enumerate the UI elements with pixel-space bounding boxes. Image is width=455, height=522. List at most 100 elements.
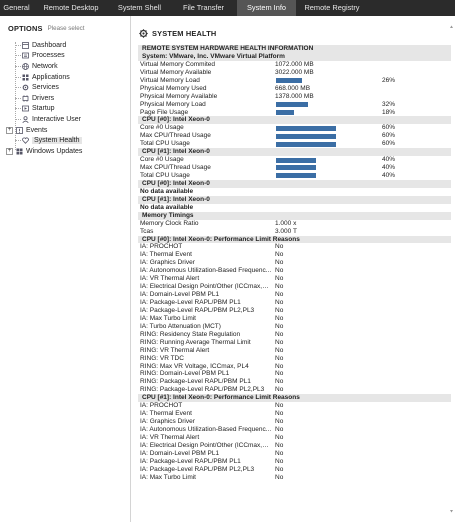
tab-file-transfer[interactable]: File Transfer — [182, 3, 225, 12]
row-label: Virtual Memory Load — [140, 76, 200, 84]
table-row: IA: Autonomous Utilization-Based Frequen… — [138, 267, 451, 275]
table-row: IA: Autonomous Utilization-Based Frequen… — [138, 426, 451, 434]
windows-updates-icon — [16, 148, 23, 155]
expand-icon[interactable]: + — [6, 147, 13, 155]
table-row: RING: Domain-Level PBM PL1 No — [138, 370, 451, 378]
sidebar-item-system-health[interactable]: System Health — [0, 135, 130, 146]
row-label: Virtual Memory Available — [140, 68, 212, 76]
sidebar-item-label: Events — [26, 126, 48, 134]
row-label: IA: VR Thermal Alert — [140, 433, 200, 441]
sidebar-hint: Please select — [47, 24, 85, 32]
sidebar-item-interactive-user[interactable]: Interactive User — [0, 114, 130, 125]
row-value: No — [275, 370, 284, 378]
vertical-scrollbar[interactable] — [449, 24, 454, 514]
row-value: No — [275, 251, 284, 259]
table-row: Virtual Memory Load 26% — [138, 77, 451, 85]
row-value: No — [275, 322, 284, 330]
table-row: Physical Memory Load 32% — [138, 101, 451, 109]
usage-percent: 26% — [382, 76, 396, 84]
sidebar-item-windows-updates[interactable]: + Windows Updates — [0, 146, 130, 157]
table-row: IA: PROCHOT No — [138, 243, 451, 251]
row-value: 1.000 x — [275, 219, 297, 227]
sidebar-item-label: Applications — [32, 73, 70, 81]
sidebar-item-events[interactable]: + Events — [0, 125, 130, 136]
row-label: Core #0 Usage — [140, 124, 184, 132]
row-label: IA: Max Turbo Limit — [140, 473, 196, 481]
tab-remote-desktop[interactable]: Remote Desktop — [43, 3, 99, 12]
heart-icon — [22, 137, 29, 145]
usage-percent: 40% — [382, 164, 396, 172]
row-value: No — [275, 306, 284, 314]
section-header-row: CPU [#1]: Intel Xeon-0 — [138, 195, 451, 204]
table-row: RING: VR Thermal Alert No — [138, 347, 451, 355]
table-row: RING: Residency State Regulation No — [138, 331, 451, 339]
sidebar-item-drivers[interactable]: Drivers — [0, 93, 130, 104]
row-value: 3022.000 MB — [275, 68, 314, 76]
row-label: Physical Memory Load — [140, 100, 206, 108]
table-row: IA: Electrical Design Point/Other (ICCma… — [138, 442, 451, 450]
drivers-icon — [22, 95, 29, 102]
sidebar-item-startup[interactable]: Startup — [0, 104, 130, 115]
table-row: Physical Memory Available 1378.000 MB — [138, 93, 451, 101]
section-header-row: CPU [#0]: Intel Xeon-0: Performance Limi… — [138, 235, 451, 244]
row-label: IA: PROCHOT — [140, 402, 183, 410]
row-label: RING: Package-Level RAPL/PBM PL2,PL3 — [140, 386, 265, 394]
usage-percent: 40% — [382, 156, 396, 164]
section-header-row: CPU [#0]: Intel Xeon-0 — [138, 116, 451, 125]
dashboard-icon — [22, 41, 29, 49]
sidebar-item-services[interactable]: Services — [0, 82, 130, 93]
usage-percent: 60% — [382, 140, 396, 148]
row-label: Memory Clock Ratio — [140, 219, 199, 227]
sidebar-item-applications[interactable]: Applications — [0, 72, 130, 83]
tab-general[interactable]: General — [3, 3, 30, 12]
section-header-row: CPU [#1]: Intel Xeon-0 — [138, 148, 451, 157]
sidebar-item-label: Dashboard — [32, 41, 67, 49]
sidebar-item-label: Interactive User — [32, 115, 82, 123]
table-row: IA: VR Thermal Alert No — [138, 275, 451, 283]
expand-icon[interactable]: + — [6, 126, 13, 134]
tree-connector — [15, 108, 21, 110]
row-value: 1378.000 MB — [275, 92, 314, 100]
row-label: IA: Package-Level RAPL/PBM PL2,PL3 — [140, 306, 255, 314]
sidebar-item-processes[interactable]: Processes — [0, 51, 130, 62]
row-label: Physical Memory Available — [140, 92, 218, 100]
usage-bar — [276, 101, 308, 107]
row-value: No — [275, 283, 284, 291]
row-value: No — [275, 314, 284, 322]
row-label: Total CPU Usage — [140, 140, 190, 148]
row-label: Total CPU Usage — [140, 172, 190, 179]
table-row: No data available — [138, 188, 451, 196]
row-label: Tcas — [140, 227, 154, 235]
tab-system-shell[interactable]: System Shell — [117, 3, 162, 12]
table-row: IA: Electrical Design Point/Other (ICCma… — [138, 283, 451, 291]
row-value: 1072.000 MB — [275, 60, 314, 68]
row-label: IA: Domain-Level PBM PL1 — [140, 449, 220, 457]
table-row: RING: Package-Level RAPL/PBM PL1 No — [138, 378, 451, 386]
tab-system-info[interactable]: System Info — [237, 0, 296, 16]
row-label: IA: Thermal Event — [140, 410, 192, 418]
sidebar-item-label: Startup — [32, 105, 55, 113]
table-row: IA: Graphics Driver No — [138, 418, 451, 426]
section-header-row: Memory Timings — [138, 211, 451, 220]
row-value: No — [275, 338, 284, 346]
events-icon — [16, 126, 23, 134]
sidebar-header: OPTIONS Please select — [0, 16, 130, 40]
row-label: RING: VR TDC — [140, 354, 184, 362]
row-label: Core #0 Usage — [140, 156, 184, 164]
table-row: IA: Domain-Level PBM PL1 No — [138, 450, 451, 458]
table-row: Core #0 Usage 40% — [138, 156, 451, 164]
sidebar-item-label: Network — [32, 62, 58, 70]
row-value: No — [275, 457, 284, 465]
row-label: Max CPU/Thread Usage — [140, 132, 211, 140]
sidebar-item-label: System Health — [32, 137, 82, 145]
tab-remote-registry[interactable]: Remote Registry — [304, 3, 360, 12]
table-row: IA: VR Thermal Alert No — [138, 434, 451, 442]
sidebar-title: OPTIONS — [8, 23, 43, 33]
sidebar-item-network[interactable]: Network — [0, 61, 130, 72]
table-row: IA: Domain-Level PBM PL1 No — [138, 291, 451, 299]
row-label: IA: Package-Level RAPL/PBM PL1 — [140, 299, 241, 306]
usage-bar — [276, 173, 316, 179]
tree-connector — [15, 97, 21, 99]
usage-percent: 60% — [382, 132, 396, 140]
sidebar-item-dashboard[interactable]: Dashboard — [0, 40, 130, 51]
